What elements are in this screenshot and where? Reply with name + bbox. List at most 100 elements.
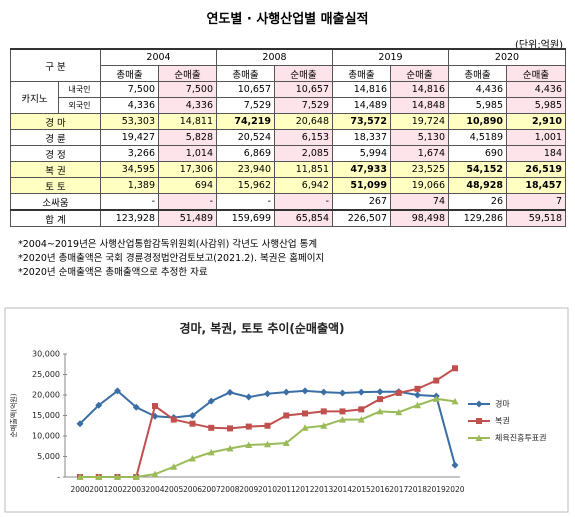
table-cell: 15,962	[216, 177, 275, 194]
table-cell: 690	[448, 145, 507, 162]
sub-header: 총매출	[448, 65, 507, 82]
table-cell: 14,848	[390, 97, 449, 114]
table-cell: 19,427	[100, 129, 159, 146]
point	[433, 377, 440, 384]
point	[414, 401, 421, 409]
x-tick-label: 2012	[295, 485, 314, 494]
table-cell: -	[100, 193, 159, 211]
x-tick-label: 2019	[427, 485, 446, 494]
x-tick-label: 2009	[239, 485, 258, 494]
point	[376, 407, 384, 415]
point	[245, 423, 252, 430]
table-cell: 47,933	[332, 161, 391, 178]
x-tick-label: 2018	[408, 485, 427, 494]
table-cell: 23,940	[216, 161, 275, 178]
table-cell: -	[158, 193, 217, 211]
sub-header: 총매출	[332, 65, 391, 82]
row-label: 복 권	[10, 161, 101, 178]
x-tick-label: 2014	[333, 485, 352, 494]
note: *2004~2019년은 사행산업통합감독위원회(사감위) 각년도 사행산업 통…	[18, 239, 318, 250]
point	[189, 455, 196, 462]
row-label: 카지노	[10, 81, 59, 114]
table-cell: 65,854	[274, 209, 333, 227]
point	[245, 393, 253, 401]
point	[475, 400, 483, 408]
chart-title: 경마, 복권, 토토 추이(순매출액)	[179, 321, 344, 336]
sub-header: 순매출	[506, 65, 566, 82]
table-row: 경 륜 19,427 5,828 20,524 6,153 18,337 5,130 4,51…	[10, 129, 566, 146]
table-cell: 19,066	[390, 177, 449, 194]
table-cell: 5,985	[448, 97, 507, 114]
point	[320, 422, 328, 429]
x-tick-label: 2010	[258, 485, 277, 494]
series-line	[80, 367, 456, 478]
point	[226, 388, 234, 396]
table-cell: 51,099	[332, 177, 391, 194]
table-cell: 267	[332, 193, 391, 211]
table-cell: 4,436	[448, 81, 507, 98]
table-cell: 129,286	[448, 209, 507, 227]
x-tick-label: 2008	[220, 485, 239, 494]
legend-label: 경마	[495, 399, 510, 409]
table-cell: 18,457	[506, 177, 566, 194]
table-cell: 14,816	[390, 81, 449, 98]
table-cell: 34,595	[100, 161, 159, 178]
point	[414, 391, 421, 399]
x-tick-label: 2000	[70, 485, 89, 494]
point	[95, 473, 103, 480]
point	[476, 418, 482, 424]
unit-label: (단위:억원)	[515, 40, 563, 51]
row-sublabel: 외국인	[58, 97, 101, 114]
point	[76, 420, 84, 428]
y-tick-label: -	[57, 473, 60, 482]
table-cell: 26,519	[506, 161, 566, 178]
table-row: 경 마 53,303 14,811 74,219 20,648 73,572 19,724 1…	[10, 113, 566, 130]
table-cell: 98,498	[390, 209, 449, 227]
table-cell: 7	[506, 193, 566, 211]
table-cell: 74	[390, 193, 449, 211]
table-cell: 74,219	[216, 113, 275, 130]
row-label: 경 마	[10, 113, 101, 130]
x-tick-label: 2007	[202, 485, 221, 494]
x-tick-label: 2006	[183, 485, 202, 494]
point	[114, 473, 121, 480]
table-cell: 1,014	[158, 145, 217, 162]
table-cell: 4,5189	[448, 129, 507, 146]
point	[301, 387, 309, 395]
table-cell: 48,928	[448, 177, 507, 194]
point	[357, 416, 365, 423]
x-tick-label: 2020	[445, 485, 464, 494]
x-tick-label: 2004	[145, 485, 164, 494]
point	[226, 445, 234, 452]
point	[395, 389, 402, 396]
point	[283, 412, 290, 419]
table-cell: 26	[448, 193, 507, 211]
table-cell: 5,130	[390, 129, 449, 146]
row-label: 소싸움	[10, 193, 101, 211]
point	[189, 420, 196, 427]
legend-label: 체육진흥투표권	[495, 433, 547, 443]
table-cell: 7,500	[158, 81, 217, 98]
table-cell: 10,657	[216, 81, 275, 98]
table-row: 카지노 내국인 7,500 7,500 10,657 10,657 14,816 14,816…	[10, 81, 566, 114]
point	[151, 470, 159, 478]
table-cell: 54,152	[448, 161, 507, 178]
year-header: 2008	[216, 48, 333, 66]
table-cell: 5,994	[332, 145, 391, 162]
point	[301, 424, 309, 431]
table-cell: 123,928	[100, 209, 159, 227]
table-cell: 7,529	[274, 97, 333, 114]
table-cell: -	[274, 193, 333, 211]
table-cell: -	[216, 193, 275, 211]
sub-header: 총매출	[216, 65, 275, 82]
point	[152, 403, 158, 410]
table-cell: 20,524	[216, 129, 275, 146]
table-cell: 14,489	[332, 97, 391, 114]
point	[114, 387, 121, 395]
row-label: 경 륜	[10, 129, 101, 146]
point	[208, 424, 215, 431]
y-axis-label: 순매출액(억원)	[9, 393, 18, 437]
table-cell: 73,572	[332, 113, 391, 130]
page-title: 연도별 · 사행산업별 매출실적	[206, 12, 369, 27]
table-cell: 7,500	[100, 81, 159, 98]
